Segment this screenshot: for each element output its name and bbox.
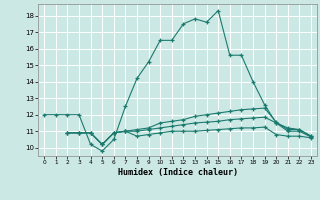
X-axis label: Humidex (Indice chaleur): Humidex (Indice chaleur) [118,168,238,177]
